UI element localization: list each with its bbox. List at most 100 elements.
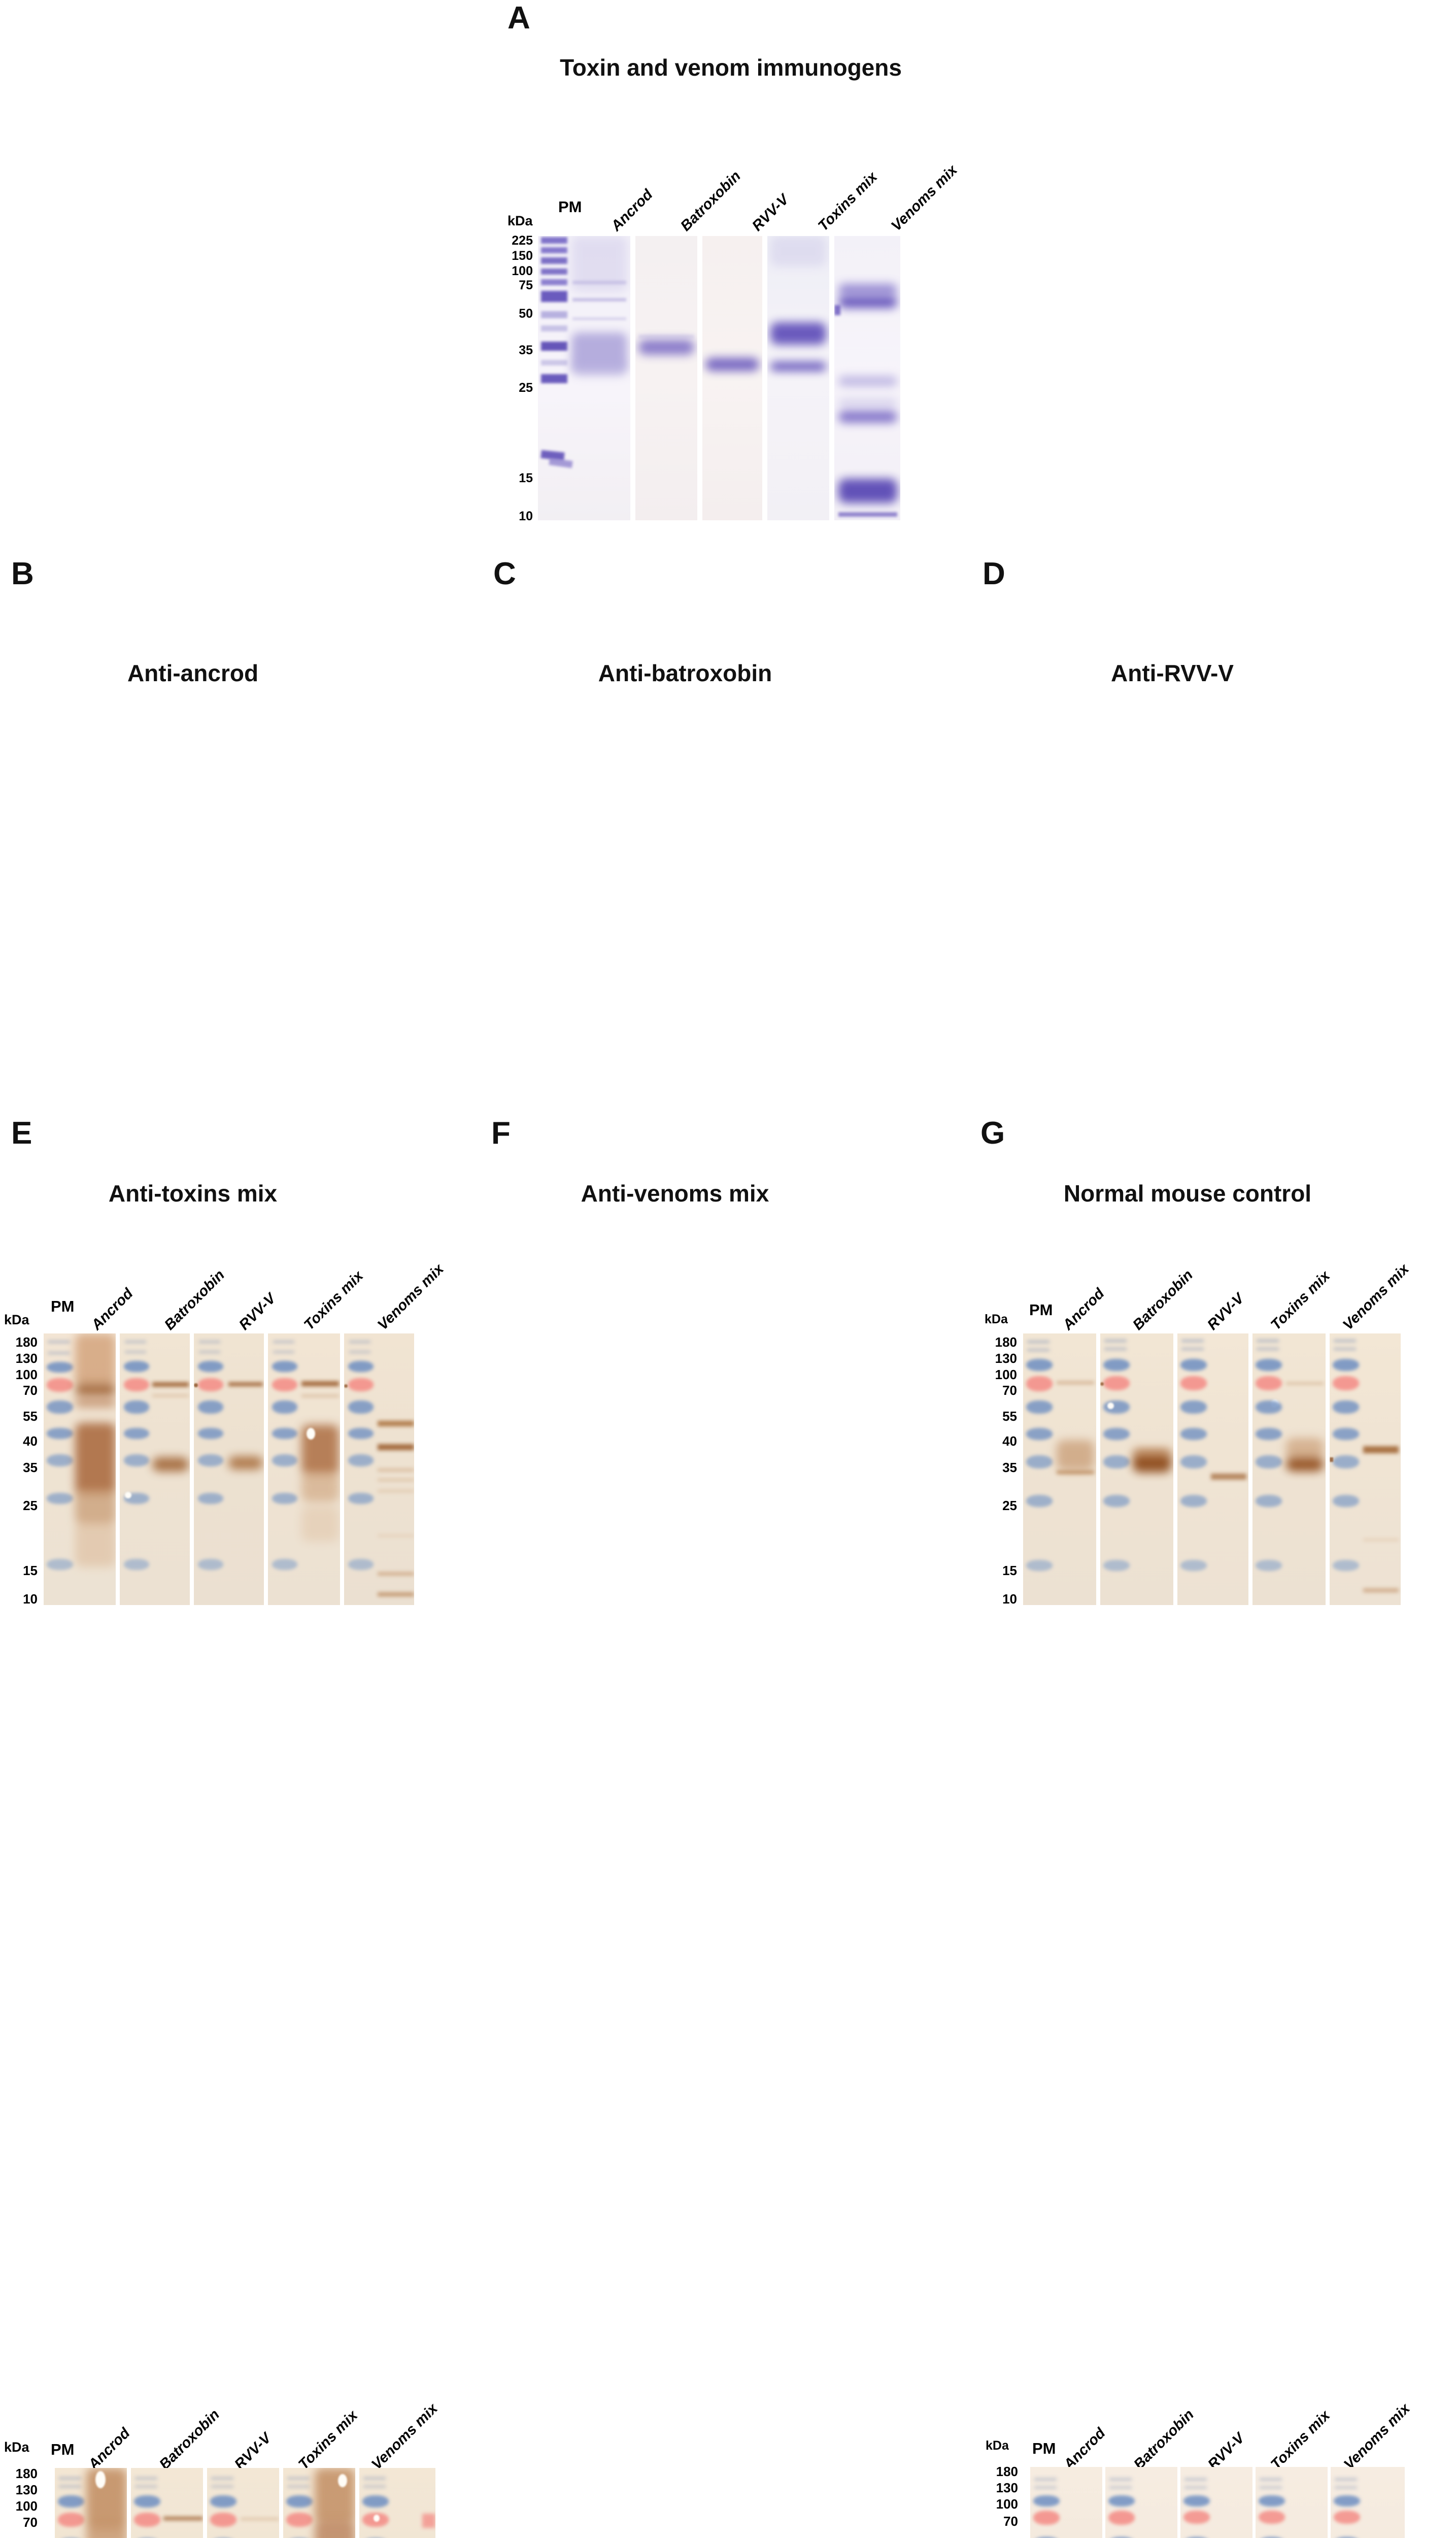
panel-a-lane-label-ancrod: Ancrod <box>608 186 656 235</box>
panel-b-pm-label: PM <box>51 1297 75 1315</box>
panel-f-title: Anti-venoms mix <box>581 1180 769 1207</box>
panel-a-pm-label: PM <box>558 198 582 216</box>
panel-a-gel-lane-venoms-mix <box>834 236 900 520</box>
panel-f-lane-label-batroxobin: Batroxobin <box>1131 2406 1197 2473</box>
panel-f-tick-130: 130 <box>996 2480 1018 2495</box>
panel-e-lane-label-toxins-mix: Toxins mix <box>295 2407 361 2473</box>
panel-e-lane-label-ancrod: Ancrod <box>85 2425 133 2473</box>
panel-g-title: Normal mouse control <box>1063 1180 1312 1207</box>
panel-a-tick-15: 15 <box>519 471 533 485</box>
panel-e-lane-label-venoms-mix: Venoms mix <box>368 2400 441 2473</box>
panel-f-pm-label: PM <box>1032 2440 1056 2457</box>
panel-b-kda-unit: kDa <box>4 1312 29 1327</box>
panel-f-tick-70: 70 <box>1003 2514 1018 2529</box>
panel-a-gel-lane-batroxobin <box>635 236 697 520</box>
panel-f-blot-ancrod <box>1030 2467 1102 2538</box>
panel-b-tick-100: 100 <box>15 1367 38 1382</box>
panel-f: F Anti-venoms mix PM Ancrod Batroxobin R… <box>482 1107 1413 2538</box>
panel-e-letter: E <box>11 1116 32 1151</box>
panel-b-blot-rvv-v <box>194 1333 264 1605</box>
panel-a: A Toxin and venom immunogens PM Ancrod B… <box>0 0 1456 538</box>
panel-a-lane-label-toxins-mix: Toxins mix <box>815 169 881 235</box>
panel-f-blot-toxins-mix <box>1256 2467 1328 2538</box>
panel-a-tick-10: 10 <box>519 509 533 523</box>
panel-b-blot-toxins-mix <box>268 1333 340 1605</box>
panel-a-tick-25: 25 <box>519 381 533 395</box>
panel-a-gel-lane-rvv-v <box>702 236 762 520</box>
panel-c-tick-70: 70 <box>1002 1383 1017 1398</box>
panel-e-tick-100: 100 <box>15 2498 38 2514</box>
panel-b-tick-15: 15 <box>23 1563 38 1578</box>
panel-f-lane-label-toxins-mix: Toxins mix <box>1268 2407 1334 2473</box>
panel-a-tick-225: 225 <box>512 233 533 248</box>
panel-f-letter: F <box>491 1116 511 1151</box>
panel-c-blot-toxins-mix <box>1252 1333 1326 1605</box>
panel-a-tick-75: 75 <box>519 278 533 292</box>
panel-d-letter: D <box>983 556 1005 591</box>
panel-e-tick-70: 70 <box>23 2515 38 2530</box>
panel-f-lane-label-rvv-v: RVV-V <box>1205 2430 1248 2473</box>
panel-c-blot-venoms-mix <box>1330 1333 1401 1605</box>
panel-a-tick-150: 150 <box>512 249 533 263</box>
panel-a-kda-unit: kDa <box>507 213 533 228</box>
panel-b-tick-130: 130 <box>15 1351 38 1366</box>
panel-f-lane-label-ancrod: Ancrod <box>1061 2425 1109 2473</box>
panel-f-blot-batroxobin <box>1105 2467 1177 2538</box>
panel-a-gel-lane-toxins-mix <box>767 236 829 520</box>
panel-c-pm-label: PM <box>1029 1301 1053 1319</box>
panel-c-tick-10: 10 <box>1002 1591 1017 1607</box>
panel-c: C Anti-batroxobin PM Ancrod Batroxobin R… <box>482 551 1412 1606</box>
panel-e: E Anti-toxins mix PM Ancrod Batroxobin R… <box>0 1107 482 2538</box>
panel-c-tick-100: 100 <box>995 1367 1017 1382</box>
panel-e-blot-toxins-mix <box>283 2468 355 2538</box>
panel-c-title: Anti-batroxobin <box>598 660 772 686</box>
panel-b-blot-batroxobin <box>120 1333 190 1605</box>
panel-b-tick-55: 55 <box>23 1409 38 1424</box>
panel-a-letter: A <box>507 1 530 36</box>
panel-e-blot-venoms-mix <box>359 2468 435 2538</box>
panel-e-tick-130: 130 <box>15 2482 38 2497</box>
panel-g-letter: G <box>980 1116 1005 1151</box>
panel-c-tick-40: 40 <box>1002 1433 1017 1449</box>
panel-b-title: Anti-ancrod <box>127 660 259 686</box>
panel-a-lane-label-batroxobin: Batroxobin <box>678 168 744 235</box>
panel-e-lane-label-batroxobin: Batroxobin <box>156 2406 223 2473</box>
panel-c-kda-unit: kDa <box>985 1312 1008 1326</box>
panel-b: B Anti-ancrod PM Ancrod Batroxobin RVV-V… <box>0 551 482 1606</box>
panel-e-pm-label: PM <box>51 2441 75 2458</box>
panel-c-blot-ancrod <box>1023 1333 1096 1605</box>
panel-b-letter: B <box>11 556 34 591</box>
panel-c-tick-25: 25 <box>1002 1498 1017 1513</box>
panel-c-tick-180: 180 <box>995 1334 1017 1350</box>
panel-f-tick-100: 100 <box>996 2496 1018 2512</box>
panel-a-tick-100: 100 <box>512 264 533 278</box>
panel-c-blot-rvv-v <box>1177 1333 1248 1605</box>
panel-f-blot-rvv-v <box>1180 2467 1252 2538</box>
panel-f-lane-label-venoms-mix: Venoms mix <box>1341 2400 1413 2473</box>
panel-b-tick-70: 70 <box>23 1383 38 1398</box>
panel-f-blot-venoms-mix <box>1331 2467 1405 2538</box>
panel-a-gel-lane-pm-ancrod <box>538 236 630 520</box>
panel-c-tick-35: 35 <box>1002 1460 1017 1475</box>
panel-e-blot-rvv-v <box>207 2468 279 2538</box>
panel-c-tick-130: 130 <box>995 1351 1017 1366</box>
panel-e-lane-label-rvv-v: RVV-V <box>231 2430 275 2473</box>
panel-a-tick-35: 35 <box>519 343 533 357</box>
panel-e-blot-ancrod <box>55 2468 127 2538</box>
panel-f-tick-180: 180 <box>996 2464 1018 2479</box>
panel-c-blot-batroxobin <box>1100 1333 1173 1605</box>
panel-d: D Anti-RVV-V PM Ancrod Batroxobin RVV-V … <box>964 551 1456 1063</box>
panel-b-tick-10: 10 <box>23 1591 38 1607</box>
panel-b-tick-25: 25 <box>23 1498 38 1513</box>
panel-e-blot-batroxobin <box>131 2468 203 2538</box>
panel-c-letter: C <box>493 556 516 591</box>
panel-a-title: Toxin and venom immunogens <box>560 54 902 81</box>
panel-g: G Normal mouse control PM Ancrod Batroxo… <box>964 1107 1456 1653</box>
panel-a-lane-label-venoms-mix: Venoms mix <box>888 162 961 235</box>
panel-c-tick-15: 15 <box>1002 1563 1017 1578</box>
panel-e-kda-unit: kDa <box>4 2440 29 2455</box>
panel-e-tick-180: 180 <box>15 2466 38 2481</box>
panel-b-blot-venoms-mix <box>344 1333 414 1605</box>
panel-f-kda-unit: kDa <box>986 2439 1009 2453</box>
panel-e-title: Anti-toxins mix <box>108 1180 278 1207</box>
